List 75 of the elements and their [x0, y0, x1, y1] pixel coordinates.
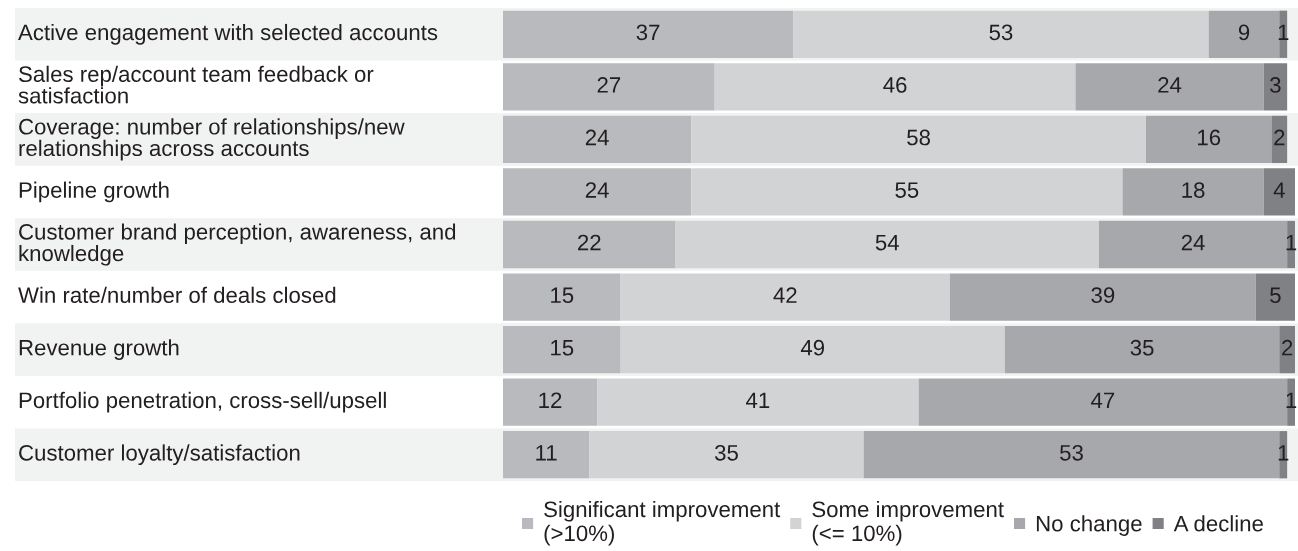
bar: [503, 115, 692, 164]
y-tick-label: Revenue growth: [19, 339, 179, 360]
bar: [503, 63, 715, 111]
y-tick-label: Customer brand perception, awareness, and knowledge: [19, 223, 456, 266]
data-label: 11: [536, 445, 557, 461]
bar: [949, 273, 1256, 321]
bar: [1075, 63, 1264, 111]
bar: [503, 10, 794, 58]
data-label: 2: [1274, 129, 1285, 146]
data-label: 27: [597, 77, 621, 93]
data-label: 37: [636, 24, 660, 41]
bar: [503, 325, 621, 374]
data-label: 24: [1158, 77, 1182, 93]
data-label: 15: [551, 287, 574, 304]
y-tick-label: Portfolio penetration, cross-sell/upsell: [19, 391, 386, 413]
bar: [714, 63, 1076, 111]
data-label: 55: [895, 182, 919, 198]
data-label: 16: [1198, 129, 1221, 146]
bar: [503, 378, 598, 426]
y-tick-label: Sales rep/account team feedback or satisfaction: [18, 65, 374, 104]
data-label: 12: [539, 392, 562, 408]
data-label: 24: [1181, 234, 1205, 251]
data-label: 58: [907, 129, 930, 146]
bar: [620, 273, 950, 321]
data-label: 5: [1270, 287, 1281, 304]
y-tick-label: Active engagement with selected accounts: [18, 23, 438, 45]
data-label: 4: [1273, 182, 1285, 198]
y-tick-label: Pipeline growth: [19, 181, 169, 203]
bar: [1279, 325, 1295, 374]
data-label: 54: [875, 234, 899, 251]
data-label: 18: [1182, 182, 1205, 198]
bar: [503, 273, 621, 321]
data-label: 2: [1282, 339, 1293, 356]
bar: [918, 378, 1288, 426]
data-label: 15: [551, 340, 574, 356]
bar: [1263, 168, 1295, 216]
data-label: 24: [585, 129, 609, 146]
bar: [1271, 115, 1288, 164]
bar: [1263, 63, 1288, 111]
bar: [503, 431, 590, 479]
data-label: 35: [714, 444, 738, 461]
bar: [589, 431, 864, 479]
data-label: 53: [989, 24, 1013, 41]
bar: [793, 10, 1209, 58]
legend-label: No change: [1036, 515, 1142, 536]
bar: [597, 378, 919, 426]
bar: [1122, 168, 1264, 216]
bar: [1146, 115, 1272, 164]
bar: [503, 220, 676, 269]
bar: [675, 220, 1099, 269]
bar: [1208, 10, 1280, 58]
bar: [1255, 273, 1295, 321]
data-label: 3: [1270, 77, 1281, 93]
data-label: 41: [746, 392, 770, 408]
legend-label: Significant improvement (>10%): [544, 500, 781, 546]
data-label: 46: [883, 77, 907, 93]
data-label: 39: [1091, 287, 1115, 304]
legend-label: Some improvement (<= 10%): [812, 500, 1004, 546]
y-tick-label: Customer loyalty/satisfaction: [19, 444, 300, 466]
data-label: 9: [1238, 24, 1250, 41]
data-label: 24: [585, 182, 609, 198]
data-label: 35: [1130, 339, 1154, 356]
bar: [1098, 220, 1288, 269]
data-label: 49: [800, 339, 825, 356]
data-label: 47: [1091, 392, 1115, 408]
data-label: 22: [578, 234, 601, 251]
bar: [1004, 325, 1280, 374]
bar: [863, 431, 1280, 479]
y-tick-label: Win rate/number of deals closed: [18, 286, 336, 304]
bar: [620, 325, 1005, 374]
data-label: 53: [1060, 444, 1083, 461]
bar: [503, 168, 692, 216]
y-tick-label: Coverage: number of relationships/new relationships across accounts: [19, 118, 405, 161]
data-label: 42: [773, 287, 797, 303]
legend-label: A decline: [1173, 515, 1263, 532]
